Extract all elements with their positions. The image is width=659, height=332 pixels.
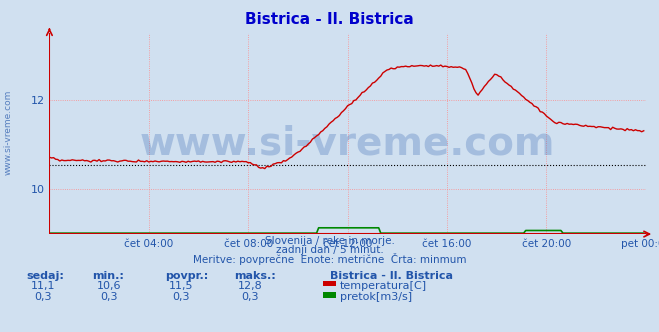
Text: sedaj:: sedaj: — [26, 271, 64, 281]
Text: maks.:: maks.: — [234, 271, 275, 281]
Text: Bistrica - Il. Bistrica: Bistrica - Il. Bistrica — [245, 12, 414, 27]
Text: zadnji dan / 5 minut.: zadnji dan / 5 minut. — [275, 245, 384, 255]
Text: 0,3: 0,3 — [242, 292, 259, 302]
Text: povpr.:: povpr.: — [165, 271, 208, 281]
Text: 0,3: 0,3 — [100, 292, 117, 302]
Text: 10,6: 10,6 — [96, 281, 121, 290]
Text: www.si-vreme.com: www.si-vreme.com — [3, 90, 13, 176]
Text: Slovenija / reke in morje.: Slovenija / reke in morje. — [264, 236, 395, 246]
Text: www.si-vreme.com: www.si-vreme.com — [140, 125, 556, 163]
Text: Bistrica - Il. Bistrica: Bistrica - Il. Bistrica — [330, 271, 453, 281]
Text: pretok[m3/s]: pretok[m3/s] — [340, 292, 412, 302]
Text: 12,8: 12,8 — [238, 281, 263, 290]
Text: 11,5: 11,5 — [169, 281, 194, 290]
Text: min.:: min.: — [92, 271, 124, 281]
Text: 11,1: 11,1 — [30, 281, 55, 290]
Text: Meritve: povprečne  Enote: metrične  Črta: minmum: Meritve: povprečne Enote: metrične Črta:… — [192, 253, 467, 265]
Text: 0,3: 0,3 — [173, 292, 190, 302]
Text: temperatura[C]: temperatura[C] — [340, 281, 427, 290]
Text: 0,3: 0,3 — [34, 292, 51, 302]
